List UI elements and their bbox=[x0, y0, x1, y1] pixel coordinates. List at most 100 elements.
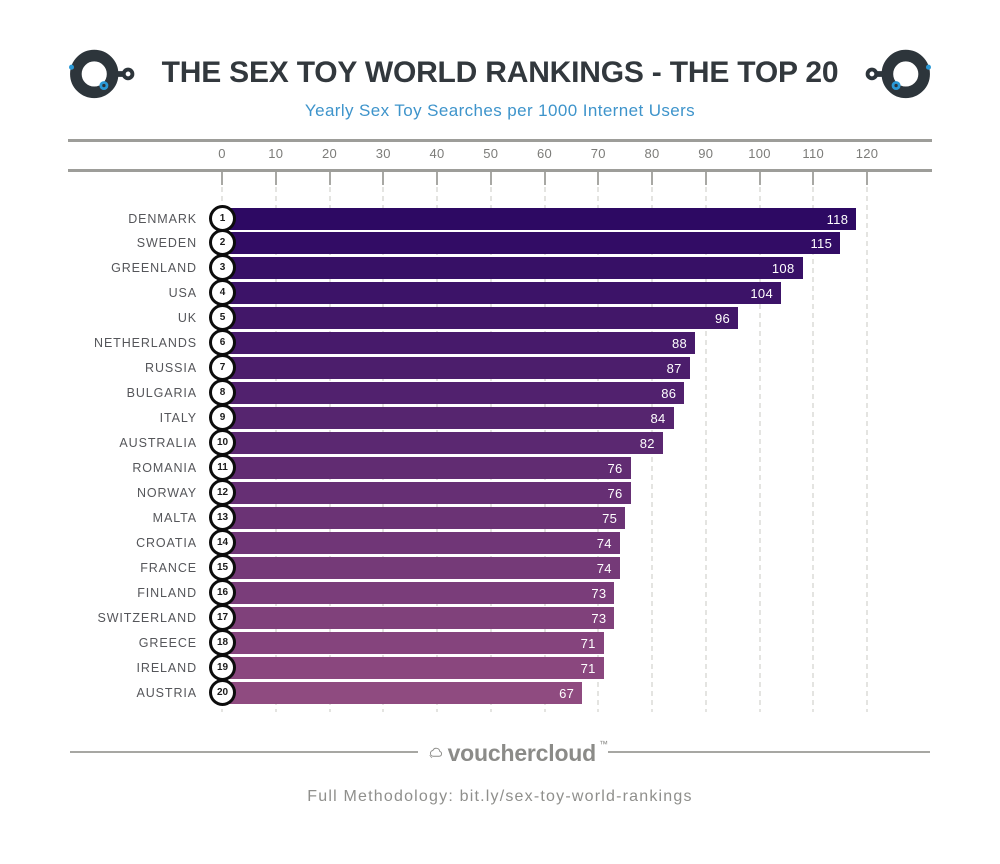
country-label: NETHERLANDS bbox=[94, 336, 197, 351]
bar-value-label: 104 bbox=[750, 286, 773, 302]
gridline bbox=[866, 187, 868, 712]
bar-row: FRANCE 74 15 bbox=[0, 554, 1000, 582]
axis-tick-mark bbox=[489, 172, 492, 185]
footer-rule-right bbox=[608, 751, 930, 753]
bar: 86 bbox=[222, 382, 685, 405]
bar-row: IRELAND 71 19 bbox=[0, 653, 1000, 681]
bar-row: SWITZERLAND 73 17 bbox=[0, 604, 1000, 632]
bar: 96 bbox=[222, 307, 738, 330]
rank-badge: 2 bbox=[209, 229, 236, 257]
bar: 75 bbox=[222, 507, 626, 530]
bar-row: UK 96 5 bbox=[0, 304, 1000, 332]
bar-row: AUSTRIA 67 20 bbox=[0, 678, 1000, 706]
axis-tick-label: 50 bbox=[483, 146, 499, 161]
country-label: NORWAY bbox=[136, 486, 197, 501]
country-label: GREENLAND bbox=[111, 261, 197, 276]
bar-row: NETHERLANDS 88 6 bbox=[0, 329, 1000, 357]
axis-tick-label: 10 bbox=[268, 146, 284, 161]
bar: 87 bbox=[222, 357, 690, 380]
header: THE SEX TOY WORLD RANKINGS - THE TOP 20 bbox=[0, 42, 1000, 104]
bar: 84 bbox=[222, 407, 674, 430]
axis-rule-bottom bbox=[68, 169, 932, 172]
axis-tick-mark bbox=[274, 172, 277, 185]
bar-row: RUSSIA 87 7 bbox=[0, 354, 1000, 382]
country-label: RUSSIA bbox=[145, 361, 197, 376]
bar-value-label: 73 bbox=[591, 586, 607, 602]
bar-value-label: 87 bbox=[666, 361, 682, 377]
country-label: IRELAND bbox=[136, 660, 197, 675]
bar-value-label: 86 bbox=[661, 386, 677, 402]
bar-row: AUSTRALIA 82 10 bbox=[0, 429, 1000, 457]
axis-tick-mark bbox=[436, 172, 438, 185]
country-label: BULGARIA bbox=[126, 386, 197, 401]
rank-badge: 1 bbox=[209, 204, 236, 232]
bar-row: GREENLAND 108 3 bbox=[0, 254, 1000, 282]
bar-value-label: 67 bbox=[559, 685, 575, 701]
country-label: CROATIA bbox=[136, 536, 197, 551]
bar-value-label: 118 bbox=[826, 211, 849, 227]
page-title: THE SEX TOY WORLD RANKINGS - THE TOP 20 bbox=[161, 56, 839, 89]
gridline bbox=[704, 187, 707, 712]
handcuff-left-icon bbox=[68, 49, 134, 99]
bar: 115 bbox=[222, 232, 841, 255]
axis-tick-mark bbox=[704, 172, 707, 185]
chart-subtitle: Yearly Sex Toy Searches per 1000 Interne… bbox=[304, 101, 696, 120]
bar-value-label: 96 bbox=[714, 311, 730, 327]
rank-badge: 9 bbox=[209, 404, 236, 432]
rank-badge: 17 bbox=[209, 604, 236, 632]
bar-value-label: 84 bbox=[650, 411, 666, 427]
country-label: UK bbox=[177, 311, 197, 326]
bar: 74 bbox=[222, 557, 620, 580]
axis-tick-label: 100 bbox=[748, 146, 771, 161]
bar-value-label: 75 bbox=[602, 511, 618, 527]
bar-value-label: 88 bbox=[671, 336, 687, 352]
rank-badge: 20 bbox=[209, 678, 236, 706]
axis-tick-mark bbox=[758, 172, 761, 185]
bar: 73 bbox=[222, 582, 615, 605]
axis-tick-mark bbox=[543, 172, 546, 185]
axis-tick-label: 30 bbox=[375, 146, 391, 161]
bar-row: CROATIA 74 14 bbox=[0, 529, 1000, 557]
axis-tick-label: 60 bbox=[536, 146, 553, 161]
country-label: MALTA bbox=[152, 511, 197, 526]
bar: 108 bbox=[222, 257, 803, 280]
bar-row: GREECE 71 18 bbox=[0, 628, 1000, 656]
country-label: USA bbox=[168, 286, 197, 301]
axis-tick-label: 80 bbox=[644, 146, 660, 161]
bar-value-label: 71 bbox=[580, 660, 596, 676]
rank-badge: 13 bbox=[209, 504, 236, 532]
bar: 71 bbox=[222, 631, 604, 654]
rank-badge: 18 bbox=[209, 628, 236, 656]
bar-row: FINLAND 73 16 bbox=[0, 579, 1000, 607]
footer-rule-left bbox=[70, 751, 418, 753]
axis-tick-mark bbox=[382, 172, 385, 185]
bar: 76 bbox=[222, 457, 631, 480]
rank-badge: 11 bbox=[209, 454, 236, 482]
bar: 76 bbox=[222, 482, 631, 505]
axis-tick-mark bbox=[812, 172, 815, 185]
bar: 82 bbox=[222, 432, 663, 455]
axis-tick-label: 0 bbox=[218, 146, 226, 161]
handcuff-right-icon bbox=[866, 49, 932, 99]
rank-badge: 7 bbox=[209, 354, 236, 382]
bar: 71 bbox=[222, 656, 604, 679]
country-label: GREECE bbox=[138, 635, 197, 650]
bar: 67 bbox=[222, 681, 583, 704]
bar-value-label: 108 bbox=[771, 261, 795, 277]
bar-row: BULGARIA 86 8 bbox=[0, 379, 1000, 407]
bar-row: MALTA 75 13 bbox=[0, 504, 1000, 532]
country-label: ITALY bbox=[159, 411, 197, 426]
vouchercloud-logo: vouchercloud ™ bbox=[428, 736, 608, 770]
axis-tick-label: 70 bbox=[590, 146, 606, 161]
gridline bbox=[812, 187, 815, 712]
country-label: DENMARK bbox=[128, 211, 197, 226]
axis-tick-mark bbox=[597, 172, 600, 185]
axis-tick-mark bbox=[328, 172, 331, 185]
bar-row: SWEDEN 115 2 bbox=[0, 229, 1000, 257]
bar-value-label: 73 bbox=[591, 611, 607, 627]
bar: 118 bbox=[222, 207, 857, 230]
rank-badge: 8 bbox=[209, 379, 236, 407]
bar-value-label: 76 bbox=[607, 486, 623, 502]
country-label: SWEDEN bbox=[136, 236, 197, 251]
rank-badge: 19 bbox=[209, 653, 236, 681]
